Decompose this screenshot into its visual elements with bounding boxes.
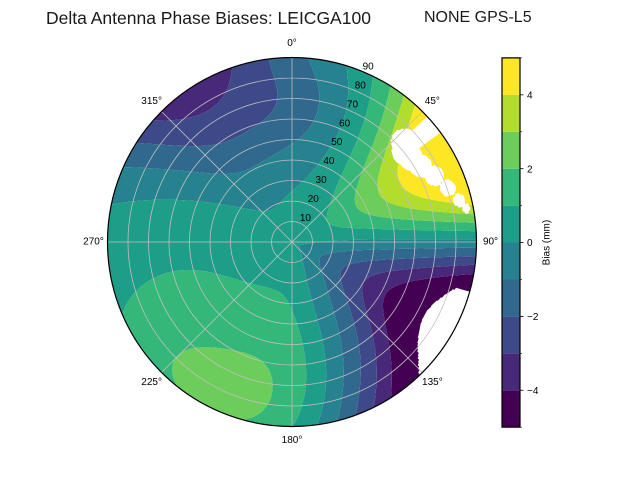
- svg-text:−2: −2: [527, 312, 539, 323]
- svg-text:270°: 270°: [83, 237, 104, 248]
- svg-text:Bias (mm): Bias (mm): [542, 220, 553, 266]
- svg-text:90: 90: [363, 61, 375, 72]
- svg-text:180°: 180°: [282, 435, 303, 446]
- svg-text:10: 10: [300, 213, 312, 224]
- svg-text:90°: 90°: [483, 237, 498, 248]
- svg-text:315°: 315°: [141, 96, 162, 107]
- svg-text:40: 40: [323, 156, 335, 167]
- svg-text:2: 2: [527, 164, 533, 175]
- svg-text:0°: 0°: [287, 38, 297, 49]
- svg-text:70: 70: [347, 99, 359, 110]
- svg-text:−4: −4: [527, 386, 539, 397]
- svg-text:4: 4: [527, 90, 533, 101]
- svg-text:20: 20: [308, 194, 320, 205]
- svg-text:30: 30: [316, 175, 328, 186]
- svg-text:45°: 45°: [425, 96, 440, 107]
- svg-text:225°: 225°: [141, 377, 162, 388]
- svg-text:0: 0: [527, 238, 533, 249]
- svg-text:50: 50: [331, 137, 343, 148]
- svg-text:135°: 135°: [422, 377, 443, 388]
- svg-text:80: 80: [355, 80, 367, 91]
- svg-text:60: 60: [339, 118, 351, 129]
